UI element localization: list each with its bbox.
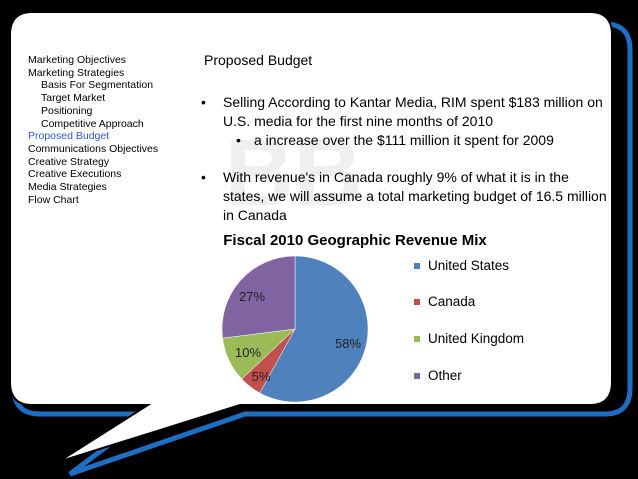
pie-slice-united-states [259, 255, 369, 403]
legend-entry: Canada [414, 293, 528, 310]
nav-item-competitive-approach[interactable]: Competitive Approach [41, 117, 144, 130]
sub-bullet-item: a increase over the $111 million it spen… [201, 131, 611, 150]
nav-item-target-market[interactable]: Target Market [41, 92, 106, 105]
chart-title: Fiscal 2010 Geographic Revenue Mix [223, 232, 487, 249]
legend-label: United Kingdom [428, 331, 525, 346]
nav-item-proposed-budget[interactable]: Proposed Budget [28, 130, 110, 143]
legend-label: United States [428, 258, 510, 273]
sidebar-nav: Marketing Objectives Marketing Strategies… [28, 54, 198, 206]
nav-item-positioning[interactable]: Positioning [41, 104, 93, 117]
legend-swatch [414, 299, 420, 305]
data-label: 5% [252, 369, 271, 384]
bullet-list: Selling According to Kantar Media, RIM s… [201, 93, 611, 225]
page-title: Proposed Budget [204, 52, 313, 68]
legend-label: Other [428, 368, 462, 383]
nav-item-creative-strategy[interactable]: Creative Strategy [28, 155, 110, 168]
nav-item-communications-objectives[interactable]: Communications Objectives [28, 142, 159, 155]
nav-item-flow-chart[interactable]: Flow Chart [28, 193, 79, 206]
pie-slice-other [221, 255, 296, 339]
legend-swatch [414, 336, 420, 342]
data-label: 58% [335, 336, 361, 351]
nav-item-media-strategies[interactable]: Media Strategies [28, 181, 107, 194]
nav-item-marketing-objectives[interactable]: Marketing Objectives [28, 54, 127, 66]
bullet-item: With revenue's in Canada roughly 9% of w… [201, 168, 611, 225]
legend-swatch [414, 263, 420, 269]
legend-swatch [414, 373, 420, 379]
bullet-item: Selling According to Kantar Media, RIM s… [201, 93, 611, 131]
legend-entry: United States [414, 257, 528, 274]
legend-entry: United Kingdom [414, 330, 528, 347]
legend-entry: Other [414, 367, 528, 384]
nav-item-basis-for-segmentation[interactable]: Basis For Segmentation [41, 79, 154, 92]
data-label: 27% [239, 289, 265, 304]
data-label: 10% [235, 345, 261, 360]
nav-item-marketing-strategies[interactable]: Marketing Strategies [28, 66, 125, 79]
nav-item-creative-executions[interactable]: Creative Executions [28, 168, 122, 181]
legend-label: Canada [428, 294, 476, 309]
